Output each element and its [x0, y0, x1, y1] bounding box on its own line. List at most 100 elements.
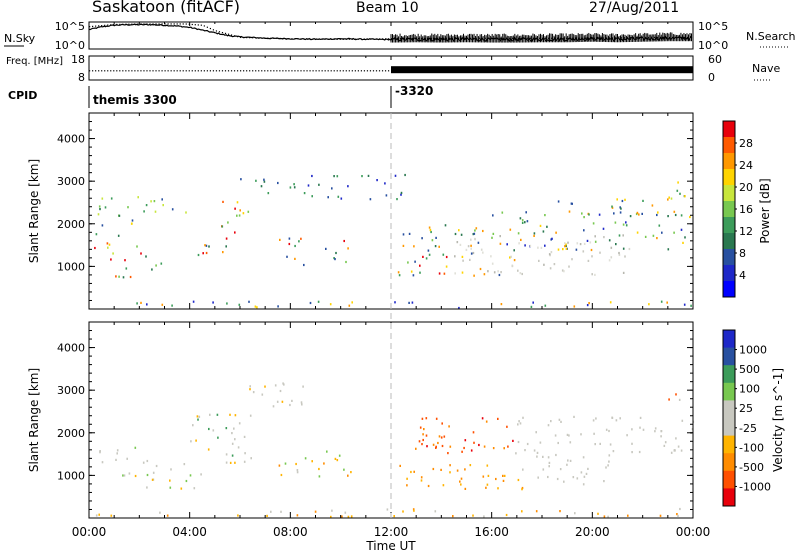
range-gate-cell: [221, 225, 224, 228]
nsearch-dot: [445, 37, 447, 39]
range-gate-cell: [560, 420, 562, 423]
range-gate-cell: [154, 210, 157, 213]
range-gate-cell: [573, 305, 576, 308]
nsearch-dot: [185, 23, 187, 25]
range-gate-cell: [280, 510, 282, 513]
range-gate-cell: [236, 201, 239, 204]
nsearch-dot: [481, 37, 483, 39]
freq-dot: [366, 70, 369, 72]
range-gate-cell: [222, 251, 224, 254]
freq-dot: [381, 70, 384, 72]
range-gate-cell: [622, 234, 624, 237]
range-gate-cell: [281, 400, 284, 403]
range-gate-cell: [288, 242, 291, 246]
range-gate-cell: [519, 422, 522, 425]
range-gate-cell: [452, 515, 454, 518]
range-gate-cell: [676, 189, 679, 192]
range-gate-cell: [231, 442, 234, 445]
range-gate-cell: [205, 244, 208, 247]
nsearch-dot: [348, 38, 350, 40]
nsearch-dot: [128, 23, 130, 25]
range-gate-cell: [677, 181, 679, 184]
range-gate-cell: [277, 181, 279, 185]
y-tick-label: 3000: [57, 384, 85, 397]
nsearch-dot: [333, 38, 335, 40]
range-gate-cell: [483, 445, 486, 448]
range-gate-cell: [602, 227, 605, 230]
range-gate-cell: [622, 247, 625, 250]
freq-dot: [143, 70, 145, 72]
nsearch-dot: [134, 23, 136, 25]
range-gate-cell: [197, 418, 199, 421]
range-gate-cell: [499, 235, 501, 238]
range-gate-cell: [561, 269, 564, 272]
range-gate-cell: [472, 251, 475, 255]
nsearch-dot: [508, 37, 510, 39]
range-gate-cell: [422, 255, 424, 258]
nsearch-dot: [493, 37, 495, 39]
range-gate-cell: [247, 210, 250, 213]
nsearch-dot: [436, 37, 438, 39]
range-gate-cell: [461, 271, 464, 274]
nsearch-dot: [569, 37, 571, 39]
range-gate-cell: [449, 445, 452, 448]
range-gate-cell: [599, 251, 601, 254]
range-gate-cell: [574, 512, 576, 515]
nsearch-dot: [233, 35, 236, 37]
range-gate-cell: [626, 434, 628, 437]
range-gate-cell: [192, 424, 194, 427]
range-gate-cell: [517, 423, 519, 426]
range-gate-cell: [106, 242, 109, 245]
range-gate-cell: [122, 474, 124, 477]
freq-dot: [303, 70, 305, 72]
range-gate-cell: [272, 405, 275, 408]
range-gate-cell: [227, 221, 229, 224]
range-gate-cell: [414, 260, 416, 263]
freq-dot: [218, 70, 221, 72]
cpid-row: CPID themis 3300 -3320: [8, 84, 433, 108]
time-tick-label: 08:00: [273, 525, 308, 539]
freq-panel: Freq. [MHz] 18 8 60 0 Nave: [6, 53, 780, 84]
range-gate-cell: [565, 247, 568, 250]
range-gate-cell: [542, 230, 545, 233]
range-gate-cell: [327, 196, 329, 199]
range-gate-cell: [438, 435, 441, 438]
range-gate-cell: [270, 510, 272, 513]
range-gate-cell: [497, 270, 499, 273]
power-panel: 1000 2000 3000 4000 Slant Range [km] 28 24 20…: [27, 112, 772, 310]
range-gate-cell: [309, 301, 312, 305]
range-gate-cell: [524, 221, 526, 224]
station-title: Saskatoon (fitACF): [92, 0, 240, 16]
freq-dot: [125, 70, 127, 72]
nsearch-dot: [236, 36, 239, 38]
time-tick-label: 00:00: [72, 525, 107, 539]
range-gate-cell: [418, 440, 421, 443]
cpid-segment-1: themis 3300: [93, 93, 177, 107]
range-gate-cell: [563, 480, 565, 483]
nsearch-dot: [677, 36, 680, 39]
range-gate-cell: [586, 239, 589, 242]
range-gate-cell: [521, 488, 523, 491]
range-gate-cell: [586, 304, 589, 307]
range-gate-cell: [447, 452, 449, 455]
range-gate-cell: [654, 427, 657, 430]
range-gate-cell: [428, 253, 431, 256]
power-ylabel: Slant Range [km]: [27, 159, 41, 263]
range-gate-cell: [429, 228, 432, 232]
freq-dot: [170, 70, 172, 72]
range-gate-cell: [676, 513, 678, 516]
range-gate-cell: [571, 202, 573, 205]
nsearch-dot: [572, 37, 574, 39]
freq-dot: [258, 70, 260, 72]
freq-dot: [291, 70, 293, 72]
nsearch-dot: [472, 37, 474, 39]
range-gate-cell: [642, 199, 644, 202]
freq-label: Freq. [MHz]: [6, 56, 63, 67]
range-gate-cell: [550, 420, 552, 423]
range-gate-cell: [118, 275, 120, 278]
freq-dot: [246, 70, 248, 72]
velocity-axes: 1000 2000 3000 4000: [57, 322, 694, 518]
freq-dot: [209, 70, 211, 72]
freq-dot: [375, 70, 378, 72]
nsearch-dot: [125, 23, 127, 25]
